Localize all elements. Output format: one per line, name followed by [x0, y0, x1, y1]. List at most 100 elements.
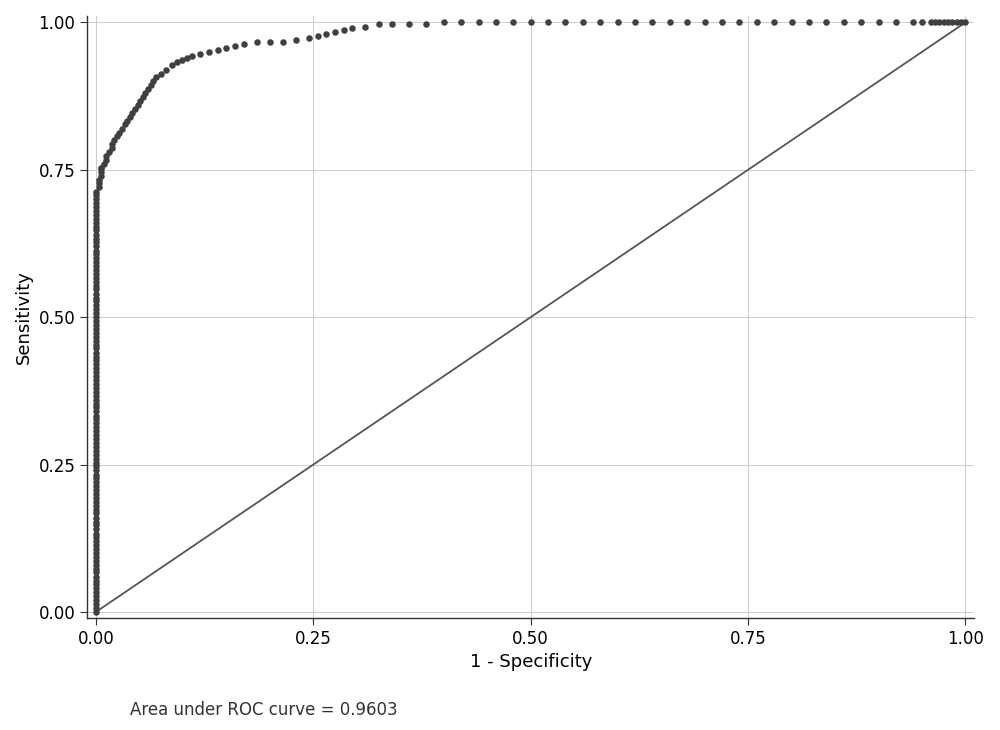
- Point: [88, 386, 104, 398]
- Point: [88, 492, 104, 504]
- Point: [749, 17, 765, 28]
- Point: [88, 453, 104, 464]
- Point: [88, 555, 104, 566]
- Point: [153, 68, 169, 80]
- Point: [88, 253, 104, 264]
- Point: [88, 256, 104, 268]
- Point: [127, 103, 143, 115]
- Point: [714, 17, 730, 28]
- Point: [164, 60, 180, 72]
- Point: [871, 17, 887, 28]
- Point: [135, 91, 151, 103]
- Point: [88, 402, 104, 413]
- Point: [88, 398, 104, 410]
- Point: [801, 17, 817, 28]
- Point: [88, 445, 104, 457]
- Point: [88, 461, 104, 472]
- Point: [88, 363, 104, 374]
- Point: [88, 406, 104, 418]
- Point: [88, 272, 104, 283]
- Point: [88, 351, 104, 363]
- Point: [88, 378, 104, 390]
- Point: [88, 260, 104, 272]
- Point: [88, 296, 104, 307]
- Point: [88, 507, 104, 519]
- Point: [122, 111, 138, 123]
- Point: [88, 472, 104, 484]
- Point: [88, 520, 104, 531]
- Point: [93, 162, 109, 174]
- Point: [88, 488, 104, 500]
- Point: [523, 17, 539, 28]
- Point: [88, 599, 104, 610]
- Point: [93, 162, 109, 174]
- Point: [766, 17, 782, 28]
- Point: [88, 331, 104, 342]
- Point: [88, 382, 104, 393]
- Point: [384, 18, 400, 30]
- Point: [88, 464, 104, 476]
- Point: [111, 127, 127, 139]
- Point: [88, 559, 104, 571]
- Point: [117, 118, 133, 130]
- Point: [148, 72, 164, 83]
- Point: [923, 17, 939, 28]
- Point: [88, 516, 104, 528]
- Point: [610, 17, 626, 28]
- Point: [310, 30, 326, 42]
- Point: [471, 17, 487, 28]
- Point: [88, 284, 104, 296]
- Point: [949, 17, 965, 28]
- Point: [88, 354, 104, 366]
- Point: [88, 323, 104, 335]
- Point: [88, 606, 104, 618]
- Point: [201, 46, 217, 58]
- Point: [91, 182, 107, 193]
- Point: [88, 425, 104, 437]
- Point: [88, 342, 104, 354]
- Point: [697, 17, 713, 28]
- Point: [262, 36, 278, 47]
- Point: [88, 264, 104, 276]
- Point: [731, 17, 747, 28]
- Point: [336, 24, 352, 36]
- Point: [953, 17, 969, 28]
- Point: [93, 166, 109, 177]
- Point: [301, 32, 317, 44]
- Point: [88, 531, 104, 543]
- Point: [88, 315, 104, 327]
- Point: [91, 174, 107, 185]
- Point: [927, 17, 943, 28]
- Point: [88, 421, 104, 433]
- Point: [88, 193, 104, 205]
- Point: [104, 142, 120, 154]
- Point: [88, 335, 104, 347]
- Point: [275, 36, 291, 47]
- Point: [88, 504, 104, 516]
- Point: [88, 418, 104, 429]
- Point: [88, 394, 104, 406]
- Point: [288, 34, 304, 46]
- Point: [88, 288, 104, 299]
- Point: [88, 370, 104, 382]
- Point: [88, 225, 104, 237]
- Point: [88, 496, 104, 507]
- Point: [940, 17, 956, 28]
- Point: [88, 221, 104, 233]
- Point: [140, 83, 156, 95]
- Point: [98, 154, 114, 166]
- Point: [91, 177, 107, 189]
- Point: [836, 17, 852, 28]
- Point: [88, 307, 104, 319]
- Point: [88, 292, 104, 304]
- Point: [888, 17, 904, 28]
- Point: [227, 40, 243, 52]
- Point: [88, 280, 104, 292]
- Point: [88, 245, 104, 256]
- Point: [505, 17, 521, 28]
- Point: [627, 17, 643, 28]
- Point: [88, 578, 104, 590]
- Point: [119, 115, 135, 127]
- Point: [88, 571, 104, 583]
- Point: [174, 54, 190, 66]
